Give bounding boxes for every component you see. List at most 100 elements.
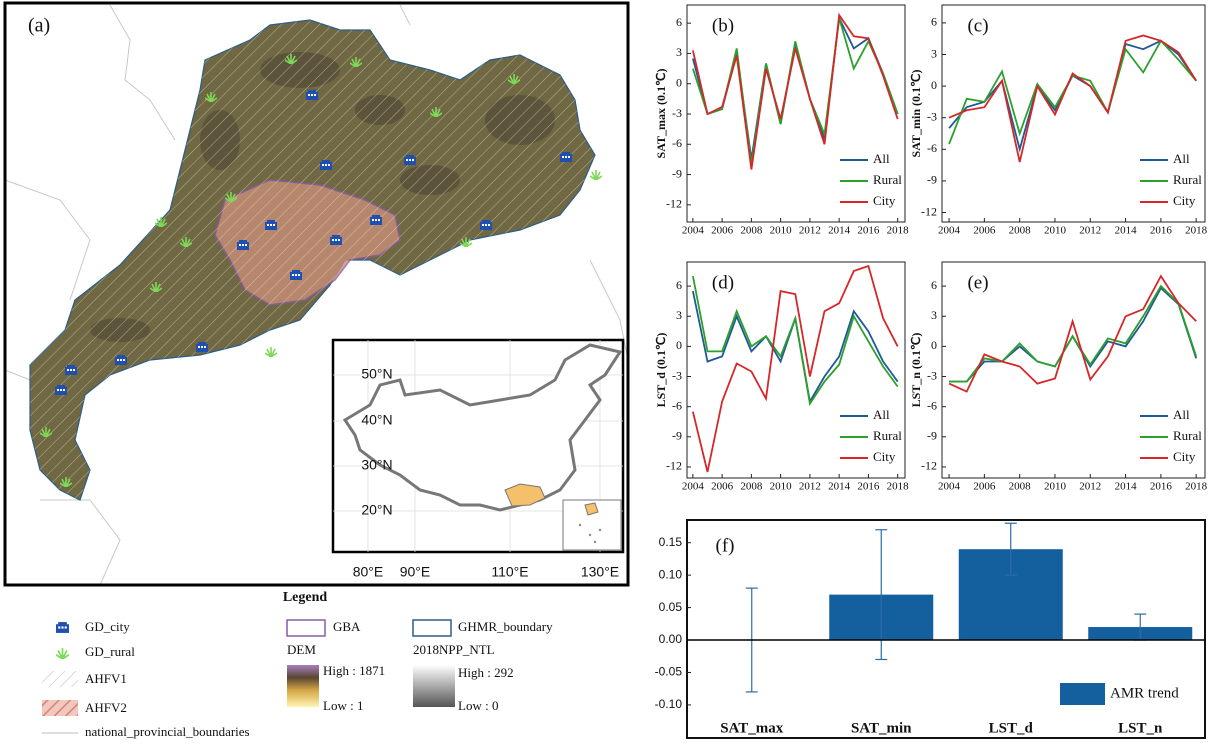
legend-label: 2018NPP_NTL — [413, 642, 495, 657]
x-tick-label: 2012 — [1079, 481, 1101, 493]
plot-frame — [941, 261, 1206, 479]
y-tick-label: -12 — [921, 204, 937, 218]
legend-swatch — [42, 671, 78, 687]
y-axis-label: SAT_min (0.1℃) — [909, 70, 923, 158]
y-tick-label: 0 — [676, 75, 682, 89]
legend-label: Low : 1 — [323, 698, 363, 713]
series-line — [948, 34, 1197, 163]
y-tick-label: 0.15 — [659, 535, 683, 549]
x-tick-label: 2014 — [828, 225, 851, 237]
x-tick-label: 2004 — [938, 225, 961, 237]
x-tick-label: 2010 — [770, 225, 793, 237]
x-tick-label: 2006 — [711, 225, 734, 237]
map-panel: (a) 50°N 40°N 30°N 20°N 80°E 90°E 110°E … — [3, 1, 630, 587]
x-tick-label: 2016 — [857, 481, 880, 493]
y-tick-label: -9 — [927, 429, 937, 443]
x-tick-label: 2014 — [1115, 225, 1138, 237]
y-tick-label: -12 — [921, 459, 937, 473]
x-tick-label: 2004 — [682, 225, 705, 237]
legend-label: GD_city — [85, 619, 130, 634]
lon-label: 80°E — [353, 564, 384, 580]
x-tick-label: 2018 — [1185, 225, 1208, 237]
panel-label: (c) — [967, 15, 988, 36]
y-tick-label: -3 — [672, 368, 682, 382]
x-tick-label: SAT_min — [851, 720, 912, 736]
legend-swatch — [42, 700, 78, 716]
panel-label: (e) — [967, 272, 988, 293]
legend-label: national_provincial_boundaries — [85, 724, 250, 739]
series-line — [692, 12, 899, 170]
legend-label: Rural — [1173, 428, 1202, 443]
y-tick-label: -3 — [672, 106, 682, 120]
legend-label: City — [1173, 449, 1196, 464]
y-tick-label: 3 — [931, 308, 937, 322]
legend-label: All — [1173, 151, 1190, 166]
legend-label: City — [1173, 193, 1196, 208]
legend-swatch — [413, 665, 455, 707]
y-tick-label: 3 — [676, 45, 682, 59]
y-tick-label: -0.10 — [655, 697, 683, 711]
series-line — [949, 284, 1198, 383]
x-tick-label: LST_n — [1118, 720, 1163, 736]
x-tick-label: LST_d — [989, 720, 1034, 736]
x-tick-label: 2018 — [1185, 481, 1208, 493]
plot-frame — [686, 4, 906, 223]
x-tick-label: 2008 — [1009, 481, 1032, 493]
legend-swatch — [286, 619, 326, 637]
legend-swatch — [287, 665, 319, 707]
legend-label: Rural — [1173, 172, 1202, 187]
y-tick-label: -0.05 — [655, 665, 683, 679]
y-tick-label: -9 — [927, 173, 937, 187]
legend-label: All — [873, 151, 890, 166]
y-tick-label: -6 — [927, 398, 937, 412]
legend-label: Rural — [873, 428, 902, 443]
legend-swatch — [1060, 683, 1105, 705]
y-tick-label: -12 — [666, 459, 682, 473]
legend-label: GHMR_boundary — [458, 619, 553, 634]
legend-label: AHFV2 — [85, 700, 127, 715]
x-tick-label: 2014 — [1115, 481, 1138, 493]
legend-label: GBA — [333, 619, 361, 634]
y-tick-label: 3 — [931, 46, 937, 60]
guangdong-inset — [504, 483, 546, 507]
y-axis-label: SAT_max (0.1℃) — [654, 69, 668, 159]
y-axis-label: LST_d (0.1℃) — [654, 333, 668, 408]
panel-label: (f) — [716, 535, 735, 556]
panel-label: (a) — [28, 15, 50, 37]
y-tick-label: 0.10 — [659, 567, 683, 581]
y-tick-label: -6 — [672, 136, 682, 150]
x-tick-label: 2006 — [711, 481, 734, 493]
x-tick-label: 2008 — [740, 481, 763, 493]
panel-label: (d) — [712, 272, 734, 293]
series-line — [692, 275, 899, 407]
legend-label: AMR trend — [1110, 685, 1179, 701]
series-line — [692, 264, 899, 473]
x-tick-label: 2006 — [973, 481, 996, 493]
y-tick-label: 0.05 — [659, 600, 683, 614]
x-tick-label: 2004 — [682, 481, 705, 493]
lon-label: 130°E — [581, 564, 619, 580]
south-sea-land — [584, 502, 599, 516]
series-line — [948, 274, 1197, 393]
x-tick-label: 2010 — [1044, 481, 1067, 493]
y-tick-label: 0 — [931, 78, 937, 92]
x-tick-label: 2008 — [740, 225, 763, 237]
y-tick-label: -6 — [927, 141, 937, 155]
lon-label: 110°E — [491, 564, 528, 580]
y-tick-label: -3 — [927, 368, 937, 382]
islands — [578, 523, 602, 544]
x-tick-label: 2012 — [799, 225, 821, 237]
legend-label: Low : 0 — [458, 698, 498, 713]
panel-label: (b) — [712, 15, 734, 36]
legend-label: City — [873, 193, 896, 208]
x-tick-label: SAT_max — [720, 720, 784, 736]
y-tick-label: -12 — [666, 197, 682, 211]
y-tick-label: -3 — [927, 109, 937, 123]
legend-title: Legend — [283, 590, 328, 605]
y-tick-label: -9 — [672, 429, 682, 443]
y-tick-label: 6 — [931, 15, 937, 29]
legend-label: All — [873, 407, 890, 422]
background-boundaries — [4, 4, 629, 586]
plot-frame — [941, 4, 1206, 223]
y-tick-label: 6 — [676, 278, 682, 292]
